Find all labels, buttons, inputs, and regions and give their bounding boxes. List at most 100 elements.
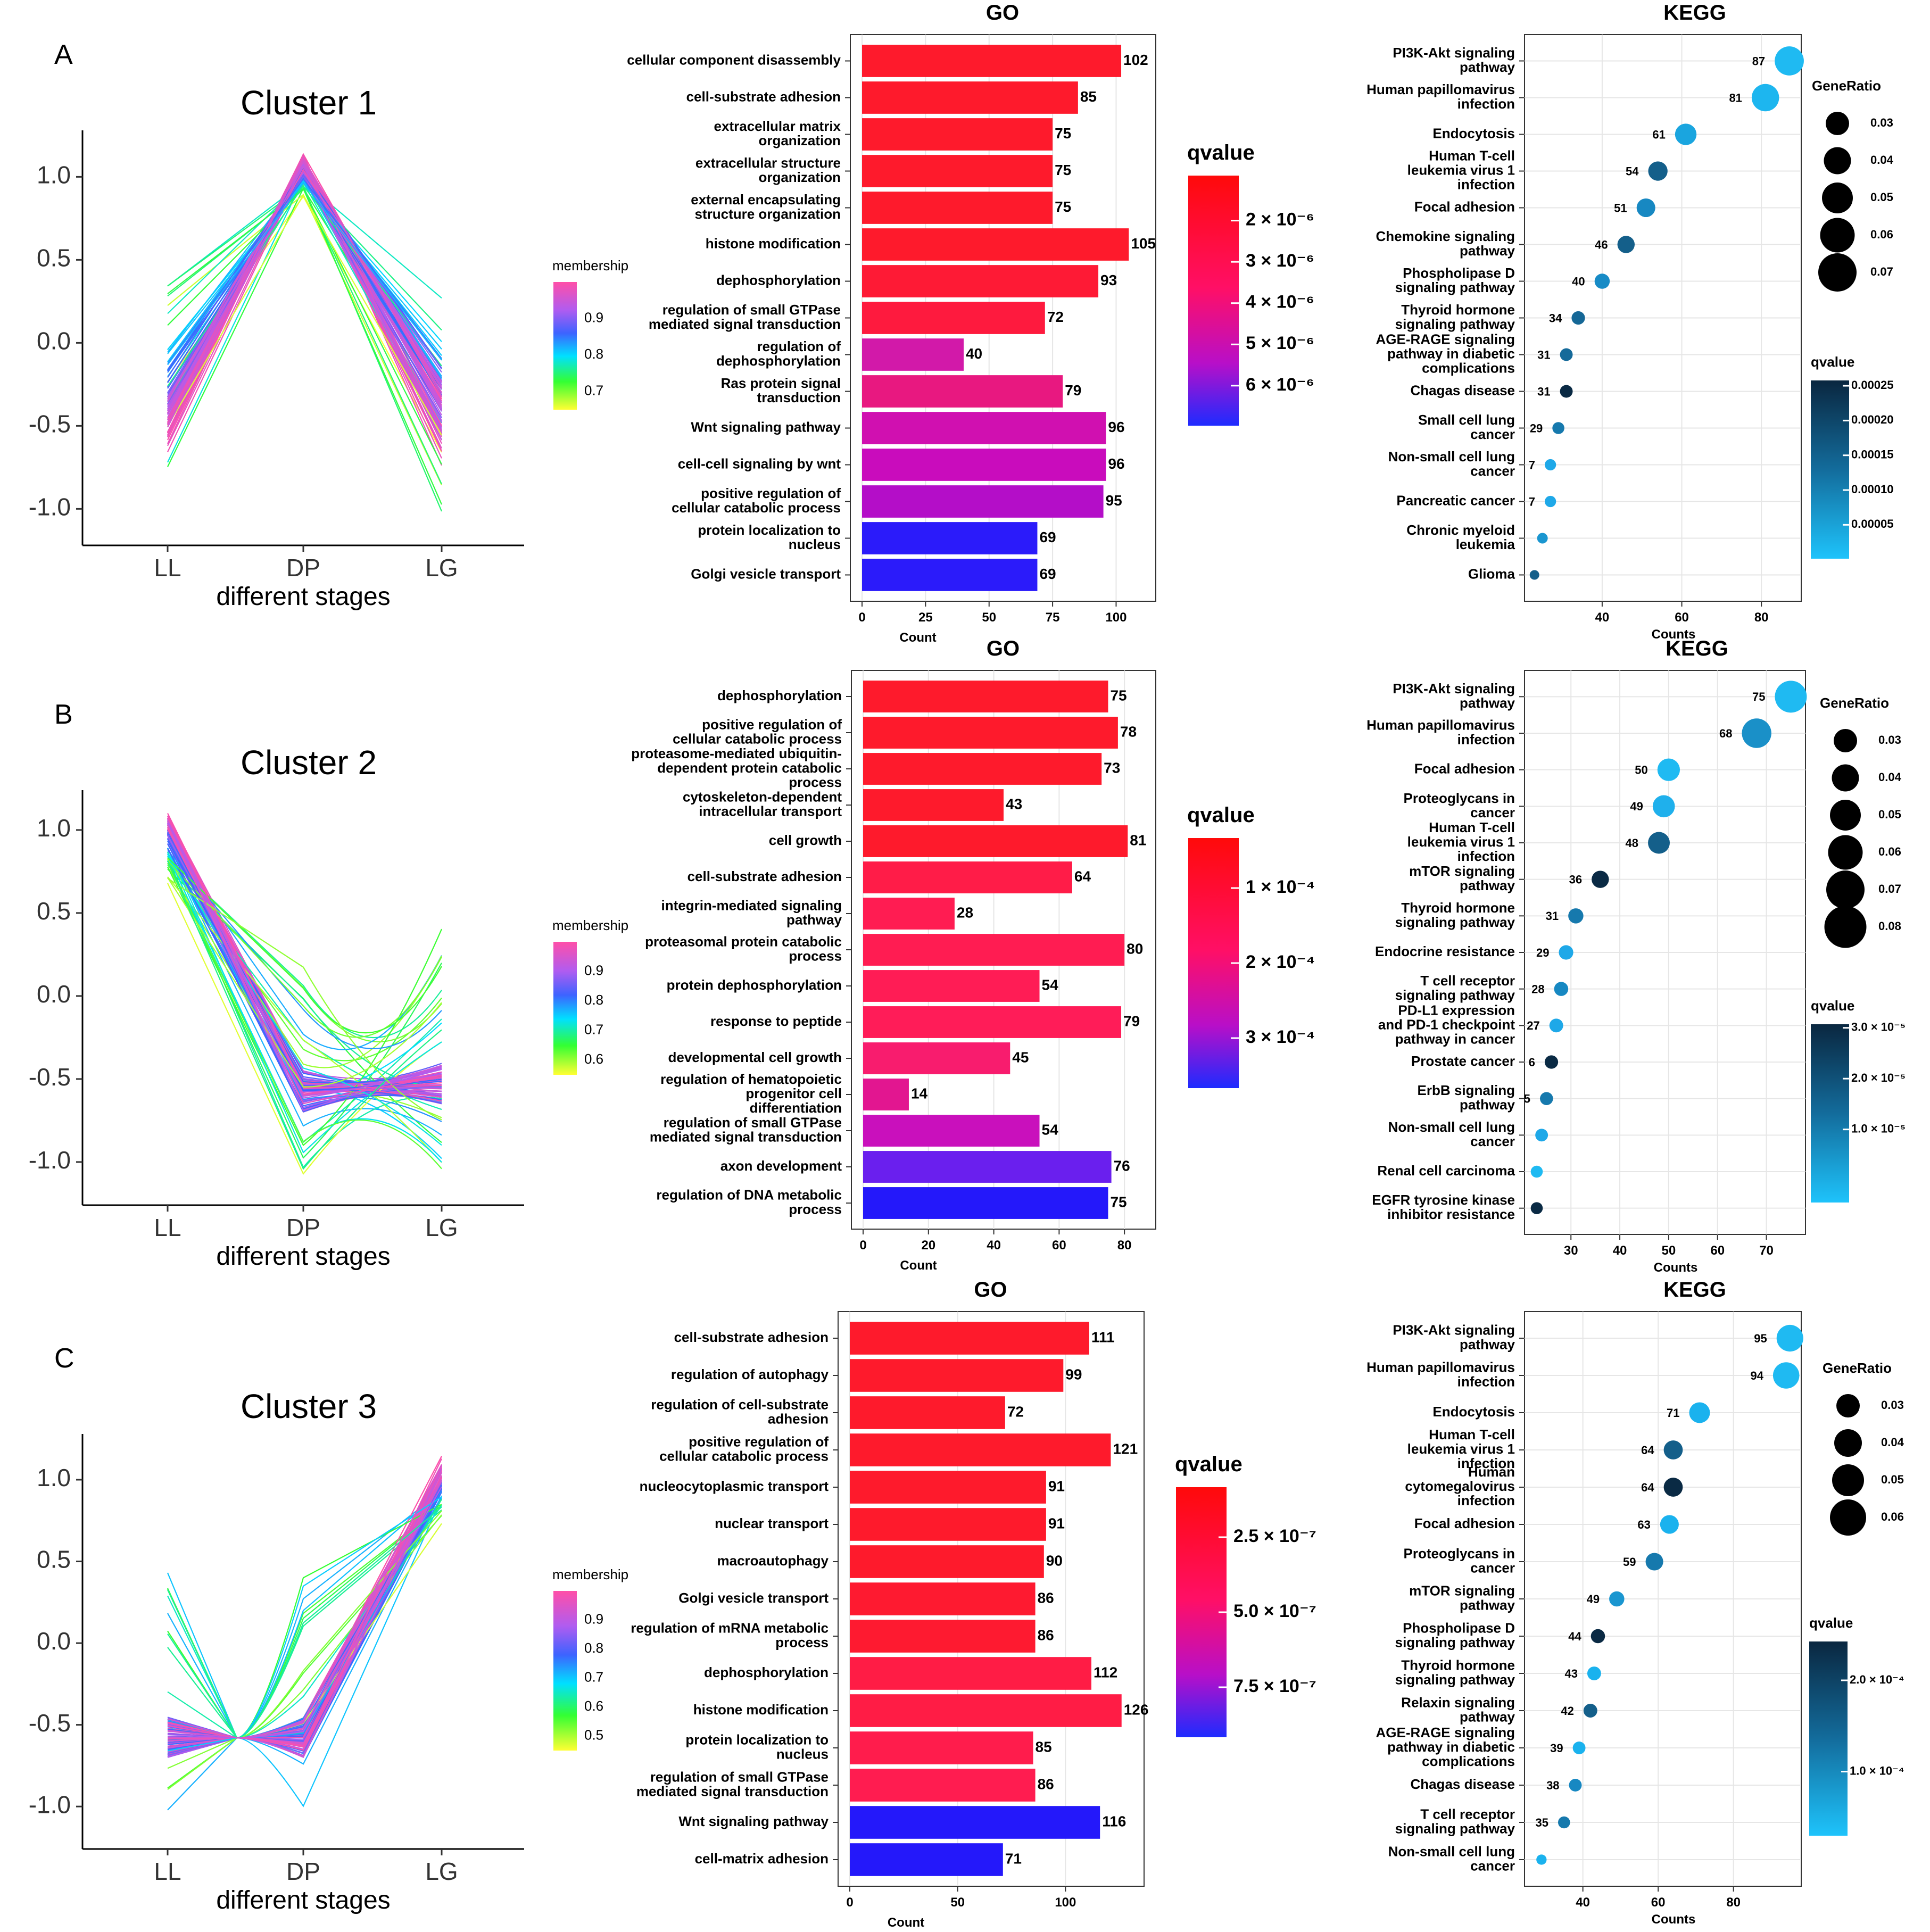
go-bar xyxy=(850,1545,1044,1578)
kegg-category-label: AGE-RAGE signaling pathway in diabetic com… xyxy=(1376,331,1515,376)
go-bar-value-label: 86 xyxy=(1038,1589,1054,1606)
kegg-dot xyxy=(1544,1055,1559,1069)
kegg-qvalue-legend-title: qvalue xyxy=(1811,354,1854,370)
go-legend-title: qvalue xyxy=(1175,1453,1243,1476)
cluster-line xyxy=(167,830,442,1086)
go-category-label: integrin-mediated signaling pathway xyxy=(661,897,842,927)
go-legend-label: 1 × 10⁻⁴ xyxy=(1246,877,1315,897)
go-bar-value-label: 116 xyxy=(1102,1813,1126,1829)
generatio-legend-label: 0.08 xyxy=(1878,919,1901,933)
kegg-dot-value-label: 68 xyxy=(1719,727,1732,740)
kegg-qvalue-legend: qvalue 0.00025 0.00020 0.00015 0.00010 0.0000… xyxy=(1811,354,1894,559)
go-category-label: Golgi vesicle transport xyxy=(678,1590,829,1606)
kegg-generatio-legend: GeneRatio 0.03 0.04 0.05 0.06 xyxy=(1823,1360,1904,1536)
cluster-line xyxy=(167,820,442,1097)
kegg-qvalue-label: 0.00005 xyxy=(1851,517,1894,530)
go-bar-value-label: 69 xyxy=(1039,529,1056,545)
kegg-category-label: Chemokine signaling pathway xyxy=(1376,228,1515,259)
cluster-line xyxy=(167,167,442,416)
cluster-line xyxy=(167,833,442,1090)
generatio-legend-label: 0.07 xyxy=(1870,265,1893,278)
generatio-legend-label: 0.07 xyxy=(1878,882,1901,895)
cluster-line xyxy=(167,1478,442,1739)
kegg-dot xyxy=(1529,570,1539,580)
go-bar xyxy=(850,1433,1111,1466)
kegg-category-label: mTOR signaling pathway xyxy=(1409,1582,1515,1613)
go-bar-value-label: 81 xyxy=(1130,832,1146,848)
go-bar xyxy=(862,228,1129,261)
go-legend-colorbar xyxy=(1188,176,1239,426)
kegg-qvalue-label: 0.00015 xyxy=(1851,448,1894,461)
generatio-legend-label: 0.05 xyxy=(1870,190,1893,204)
kegg-dot xyxy=(1617,236,1635,253)
go-bar xyxy=(863,970,1040,1002)
kegg-dot xyxy=(1775,46,1804,76)
kegg-dot-value-label: 51 xyxy=(1614,201,1627,214)
generatio-legend-dot xyxy=(1832,764,1859,792)
cluster-line xyxy=(167,834,442,1102)
go-bar xyxy=(863,861,1072,893)
kegg-dot-plot: 30 40 50 60 70 KEGG Counts PI3K-Akt signaling pa… xyxy=(1366,637,1906,1275)
go-bar-value-label: 105 xyxy=(1131,235,1156,252)
go-category-label: axon development xyxy=(720,1158,842,1174)
kegg-dot xyxy=(1571,311,1585,325)
go-category-label: proteasomal protein catabolic process xyxy=(645,933,842,964)
cluster-line xyxy=(167,853,442,1097)
kegg-dot-value-label: 29 xyxy=(1536,946,1549,959)
kegg-dot xyxy=(1554,982,1569,996)
cluster-line xyxy=(167,1466,442,1740)
go-category-label: regulation of small GTPase mediated signa… xyxy=(650,1114,842,1145)
go-bar-value-label: 54 xyxy=(1042,976,1059,993)
go-x-tick-label: 20 xyxy=(921,1238,935,1253)
kegg-category-label: Non-small cell lung cancer xyxy=(1388,1843,1515,1873)
kegg-dot xyxy=(1552,422,1564,434)
kegg-dot-value-label: 81 xyxy=(1729,91,1742,104)
membership-tick-label: 0.7 xyxy=(584,383,603,399)
go-category-label: regulation of hematopoietic progenitor ce… xyxy=(660,1071,842,1116)
kegg-dot-value-label: 7 xyxy=(1529,495,1535,508)
kegg-category-label: Human cytomegalovirus infection xyxy=(1405,1464,1515,1508)
cluster-line xyxy=(167,1480,442,1747)
cluster-line xyxy=(167,850,442,1049)
kegg-dot-value-label: 36 xyxy=(1569,873,1582,886)
go-legend-label: 2 × 10⁻⁶ xyxy=(1246,210,1314,230)
kegg-title: KEGG xyxy=(1663,1278,1726,1301)
kegg-category-label: T cell receptor signaling pathway xyxy=(1395,973,1515,1003)
generatio-legend-dot xyxy=(1820,218,1855,253)
cluster-line xyxy=(167,824,442,1099)
x-tick-label: LG xyxy=(425,1214,458,1241)
kegg-dot xyxy=(1751,84,1779,112)
cluster-line xyxy=(167,848,442,1110)
kegg-dot-value-label: 44 xyxy=(1568,1630,1581,1643)
cluster-line xyxy=(167,1477,442,1751)
kegg-dot-value-label: 28 xyxy=(1531,982,1544,996)
kegg-dot xyxy=(1636,198,1655,218)
cluster-line xyxy=(167,1471,442,1739)
generatio-legend-label: 0.03 xyxy=(1870,116,1893,129)
go-bar-value-label: 75 xyxy=(1110,687,1126,703)
go-bar-value-label: 126 xyxy=(1124,1701,1149,1718)
kegg-qvalue-label: 0.00020 xyxy=(1851,413,1894,426)
membership-tick-label: 0.9 xyxy=(584,1611,603,1627)
go-legend-label: 3 × 10⁻⁶ xyxy=(1246,251,1314,271)
go-category-label: regulation of small GTPase mediated signa… xyxy=(636,1769,829,1799)
cluster-line xyxy=(167,860,442,1038)
cluster-plot: Cluster 3 -1.0 -0.5 0.0 0.5 1.0 LL DP LG differen… xyxy=(29,1387,628,1914)
kegg-dot xyxy=(1663,1478,1683,1497)
membership-tick-label: 0.9 xyxy=(584,309,603,325)
kegg-qvalue-legend-title: qvalue xyxy=(1809,1615,1853,1631)
kegg-category-label: Endocrine resistance xyxy=(1375,943,1515,959)
go-bar xyxy=(863,753,1102,785)
cluster-line xyxy=(167,1479,442,1743)
kegg-dot xyxy=(1569,1779,1582,1792)
generatio-legend-label: 0.06 xyxy=(1881,1510,1904,1523)
go-bar-value-label: 72 xyxy=(1007,1403,1024,1420)
kegg-category-label: Human T-cell leukemia virus 1 infection xyxy=(1407,1427,1515,1471)
kegg-dot-value-label: 39 xyxy=(1550,1742,1563,1755)
cluster-line xyxy=(167,823,442,1112)
cluster-line xyxy=(167,153,442,433)
kegg-category-label: Renal cell carcinoma xyxy=(1377,1163,1515,1179)
cluster-line xyxy=(167,818,442,1096)
kegg-category-label: Focal adhesion xyxy=(1414,1515,1515,1531)
